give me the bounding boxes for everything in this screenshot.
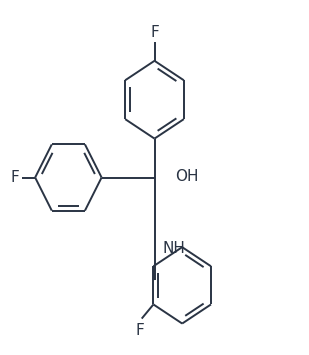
Text: OH: OH: [176, 169, 199, 184]
Text: NH: NH: [162, 241, 185, 256]
Text: F: F: [136, 323, 144, 338]
Text: F: F: [11, 170, 19, 185]
Text: F: F: [150, 24, 159, 40]
